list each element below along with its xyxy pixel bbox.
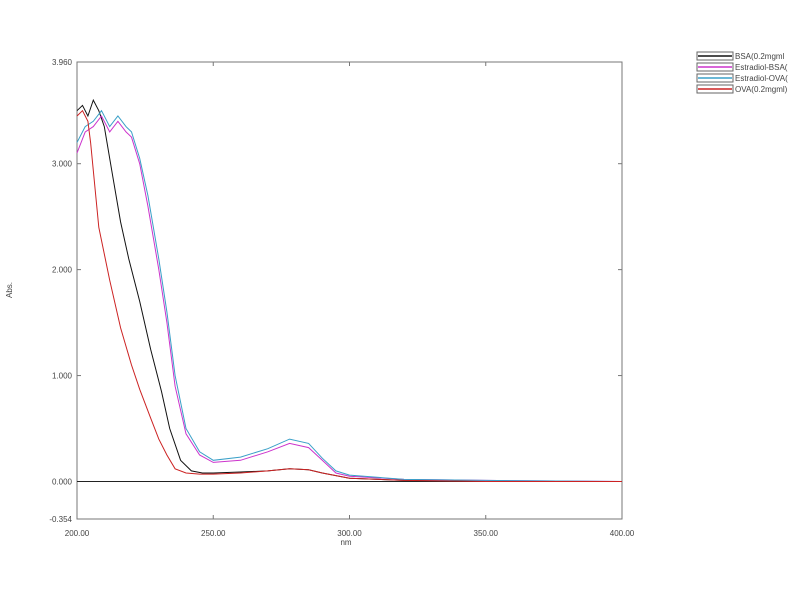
y-tick-label: 1.000 [52, 372, 73, 381]
x-tick-label: 250.00 [201, 529, 226, 538]
series-line-2 [76, 109, 623, 482]
y-tick-label: 0.000 [52, 477, 73, 486]
x-tick-label: 300.00 [337, 529, 362, 538]
y-tick-label: -0.354 [49, 515, 72, 524]
legend-swatch-box [696, 51, 734, 61]
legend-swatch-box [696, 73, 734, 83]
legend: BSA(0.2mgml Estradiol-BSA( Estradiol-OVA( O… [696, 51, 788, 94]
legend-label: OVA(0.2mgml) [735, 85, 788, 94]
x-axis-label: nm [340, 538, 351, 547]
y-axis-label: Abs. [5, 282, 14, 298]
legend-swatch-box [696, 84, 734, 94]
legend-label: BSA(0.2mgml [735, 52, 785, 61]
y-tick-label: 2.000 [52, 266, 73, 275]
series-line-0 [76, 98, 622, 482]
plot-area-frame [76, 61, 623, 520]
legend-swatch-box [696, 62, 734, 72]
x-tick-label: 350.00 [474, 529, 499, 538]
y-tick-label: 3.960 [52, 58, 73, 67]
legend-label: Estradiol-OVA( [735, 74, 788, 83]
x-tick-label: 400.00 [610, 529, 635, 538]
series-line-3 [76, 109, 622, 482]
series-line-1 [76, 115, 623, 482]
x-tick-label: 200.00 [65, 529, 90, 538]
y-tick-label: 3.000 [52, 160, 73, 169]
legend-label: Estradiol-BSA( [735, 63, 788, 72]
